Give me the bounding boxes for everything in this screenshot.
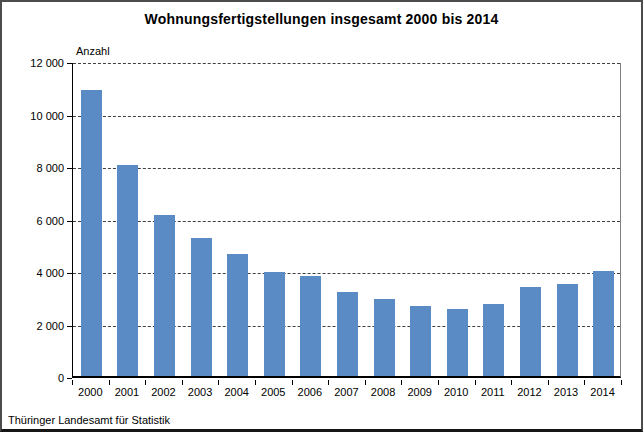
bar-2006: [300, 276, 321, 376]
x-label-2006: 2006: [292, 385, 329, 399]
x-tick-mark-13: [548, 380, 549, 385]
y-tick-mark-8000: [67, 168, 72, 169]
bar-2008: [374, 299, 395, 376]
x-label-2000: 2000: [72, 385, 109, 399]
bar-2003: [191, 238, 212, 376]
x-label-2010: 2010: [438, 385, 475, 399]
x-tick-mark-14: [584, 380, 585, 385]
x-tick-mark-3: [182, 380, 183, 385]
bar-2013: [557, 284, 578, 376]
x-tick-mark-10: [438, 380, 439, 385]
x-label-2005: 2005: [255, 385, 292, 399]
bar-2000: [81, 90, 102, 376]
x-tick-mark-9: [401, 380, 402, 385]
y-tick-mark-0: [67, 378, 72, 379]
x-label-2004: 2004: [218, 385, 255, 399]
y-tick-label-0: 0: [2, 371, 64, 385]
bar-2007: [337, 292, 358, 376]
y-tick-mark-12000: [67, 63, 72, 64]
y-tick-label-6000: 6 000: [2, 214, 64, 228]
source-label: Thüringer Landesamt für Statistik: [8, 414, 170, 426]
bar-2011: [483, 304, 504, 376]
x-label-2003: 2003: [182, 385, 219, 399]
y-tick-mark-10000: [67, 116, 72, 117]
x-tick-mark-4: [218, 380, 219, 385]
plot-area: [72, 63, 621, 378]
chart-frame: Wohnungsfertigstellungen insgesamt 2000 …: [0, 0, 643, 432]
gridline-8000: [73, 168, 620, 169]
y-tick-mark-2000: [67, 326, 72, 327]
x-tick-mark-1: [109, 380, 110, 385]
x-label-2011: 2011: [475, 385, 512, 399]
bar-2014: [593, 271, 614, 376]
x-tick-mark-8: [365, 380, 366, 385]
x-tick-mark-2: [145, 380, 146, 385]
x-tick-mark-12: [511, 380, 512, 385]
x-label-2008: 2008: [365, 385, 402, 399]
x-label-2014: 2014: [584, 385, 621, 399]
y-tick-mark-4000: [67, 273, 72, 274]
bar-2002: [154, 215, 175, 376]
bar-2009: [410, 306, 431, 376]
x-tick-mark-6: [292, 380, 293, 385]
y-tick-label-4000: 4 000: [2, 266, 64, 280]
x-label-2002: 2002: [145, 385, 182, 399]
y-axis-label: Anzahl: [76, 45, 110, 57]
x-label-2001: 2001: [109, 385, 146, 399]
bar-2012: [520, 287, 541, 376]
x-label-2013: 2013: [548, 385, 585, 399]
x-tick-mark-11: [475, 380, 476, 385]
gridline-12000: [73, 63, 620, 64]
y-tick-label-10000: 10 000: [2, 109, 64, 123]
x-axis-labels: 2000200120022003200420052006200720082009…: [72, 385, 621, 399]
chart-title: Wohnungsfertigstellungen insgesamt 2000 …: [2, 11, 641, 27]
x-tick-mark-0: [72, 380, 73, 385]
y-tick-label-8000: 8 000: [2, 161, 64, 175]
x-label-2007: 2007: [328, 385, 365, 399]
bar-2005: [264, 272, 285, 376]
x-tick-mark-5: [255, 380, 256, 385]
gridline-10000: [73, 116, 620, 117]
bar-2010: [447, 309, 468, 376]
bar-2004: [227, 254, 248, 376]
y-tick-label-2000: 2 000: [2, 319, 64, 333]
y-tick-label-12000: 12 000: [2, 56, 64, 70]
y-tick-mark-6000: [67, 221, 72, 222]
x-tick-mark-7: [328, 380, 329, 385]
bar-2001: [117, 165, 138, 376]
x-tick-mark-15: [621, 380, 622, 385]
x-label-2009: 2009: [401, 385, 438, 399]
x-label-2012: 2012: [511, 385, 548, 399]
